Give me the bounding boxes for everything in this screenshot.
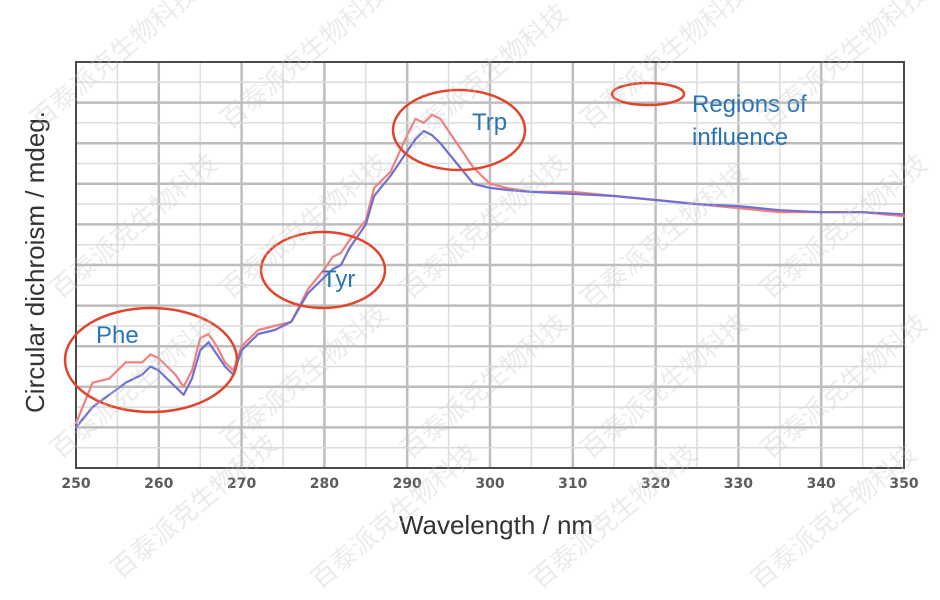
x-tick-label: 270 — [227, 476, 256, 492]
y-axis-title: Circular dichroism / mdeg. — [20, 111, 50, 413]
region-ellipse-phe — [63, 306, 239, 414]
x-axis-title: Wavelength / nm — [399, 510, 593, 540]
x-tick-label: 280 — [310, 476, 339, 492]
x-tick-label: 340 — [807, 476, 836, 492]
legend-label-line1: Regions of — [692, 91, 807, 118]
x-tick-label: 250 — [61, 476, 90, 492]
legend-region-symbol — [610, 81, 686, 107]
series-layer — [74, 113, 906, 429]
region-ellipse-trp — [391, 88, 527, 172]
x-tick-label: 320 — [641, 476, 670, 492]
x-tick-label: 300 — [475, 476, 504, 492]
x-axis-ticks: 250 260 270 280 290 300 310 320 330 340 350 — [61, 476, 918, 492]
x-tick-label: 350 — [889, 476, 918, 492]
x-tick-label: 330 — [724, 476, 753, 492]
region-ellipse-tyr — [259, 230, 387, 310]
legend-label-line2: influence — [692, 124, 788, 151]
x-tick-label: 310 — [558, 476, 587, 492]
x-tick-label: 290 — [393, 476, 422, 492]
x-tick-label: 260 — [144, 476, 173, 492]
regions-layer: Phe Tyr Trp — [63, 88, 527, 414]
region-label-trp: Trp — [472, 109, 507, 136]
legend: Regions of influence — [610, 81, 807, 151]
series-line-2 — [74, 129, 906, 429]
region-label-phe: Phe — [96, 322, 139, 349]
region-label-tyr: Tyr — [322, 266, 355, 293]
plot-frame — [75, 61, 905, 469]
